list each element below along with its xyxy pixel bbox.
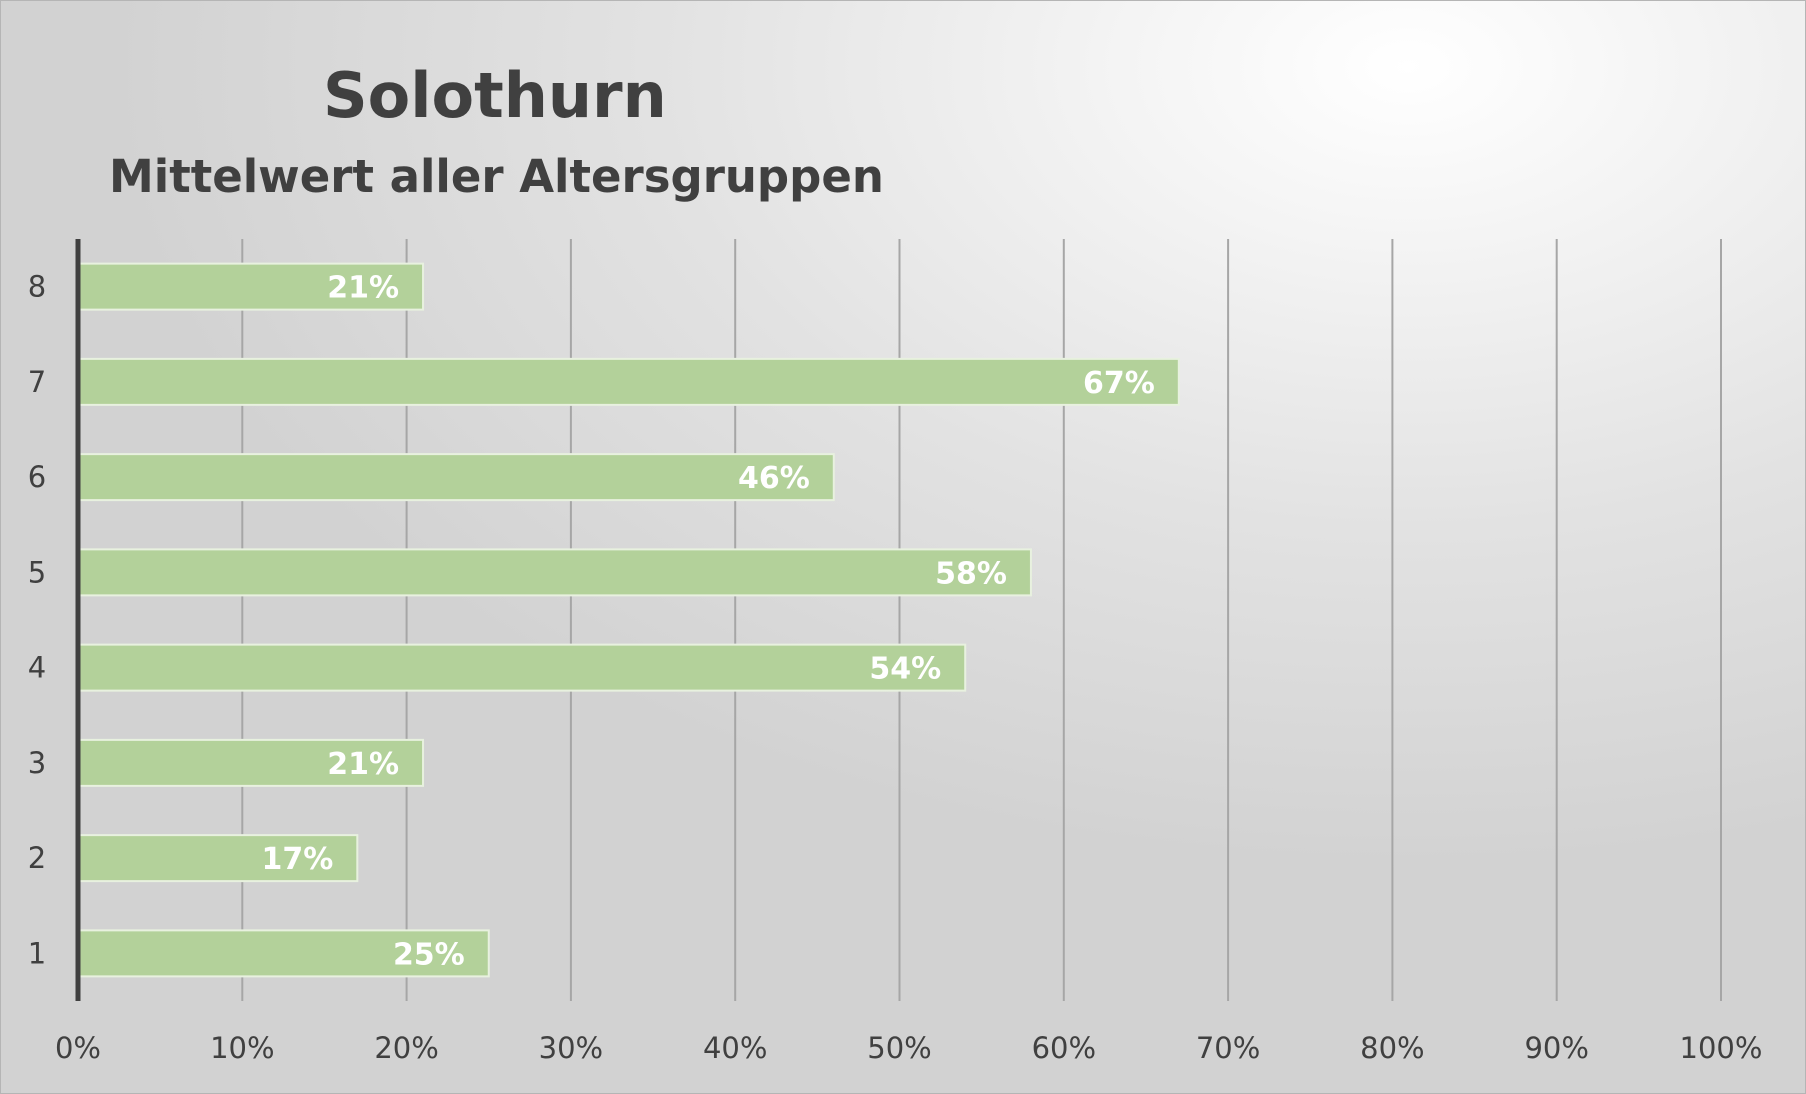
data-label: 54% xyxy=(869,652,941,687)
x-tick-label: 40% xyxy=(703,1031,767,1065)
y-category-label: 2 xyxy=(28,841,46,875)
y-category-label: 1 xyxy=(28,936,46,970)
x-tick-label: 90% xyxy=(1524,1031,1588,1065)
data-label: 46% xyxy=(738,461,810,496)
x-tick-label: 80% xyxy=(1360,1031,1424,1065)
gridlines xyxy=(241,239,1722,1001)
bar-7 xyxy=(77,357,1180,406)
chart-title: Solothurn xyxy=(323,59,667,132)
bar-4 xyxy=(77,643,967,692)
y-category-label: 7 xyxy=(28,365,46,399)
labels: 0% 10% 20% 30% 40% 50% 60% 70% 80% 90% 100% 25% 1 17%… xyxy=(28,270,1763,1065)
y-category-label: 4 xyxy=(28,651,46,685)
data-label: 58% xyxy=(935,556,1007,591)
y-category-label: 5 xyxy=(28,555,46,589)
x-tick-label: 0% xyxy=(55,1031,101,1065)
x-tick-label: 50% xyxy=(867,1031,931,1065)
x-tick-label: 60% xyxy=(1032,1031,1096,1065)
bar-2 xyxy=(77,834,359,883)
bar-6 xyxy=(77,453,835,502)
data-label: 25% xyxy=(393,937,465,972)
x-tick-label: 10% xyxy=(210,1031,274,1065)
x-tick-label: 100% xyxy=(1680,1031,1763,1065)
y-category-label: 6 xyxy=(28,460,46,494)
data-label: 67% xyxy=(1083,366,1155,401)
x-tick-label: 30% xyxy=(539,1031,603,1065)
data-label: 21% xyxy=(327,271,399,306)
bar-3 xyxy=(77,738,425,787)
bars xyxy=(77,262,1180,978)
data-label: 21% xyxy=(327,747,399,782)
y-category-label: 8 xyxy=(28,270,46,304)
bar-5 xyxy=(77,548,1032,597)
bar-1 xyxy=(77,929,490,978)
y-category-label: 3 xyxy=(28,746,46,780)
data-label: 17% xyxy=(261,842,333,877)
x-tick-label: 70% xyxy=(1196,1031,1260,1065)
chart-subtitle: Mittelwert aller Altersgruppen xyxy=(109,150,884,203)
x-tick-label: 20% xyxy=(374,1031,438,1065)
